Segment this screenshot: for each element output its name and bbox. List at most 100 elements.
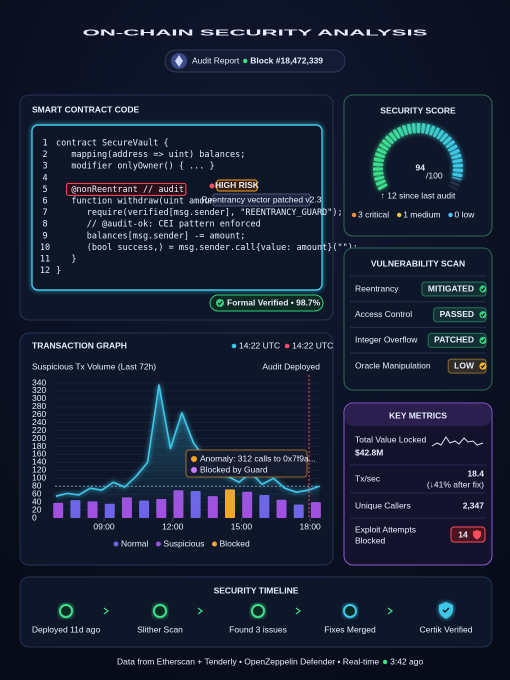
metric-value: 2,347: [463, 500, 485, 510]
code-line: balances[msg.sender] -= amount;: [56, 231, 245, 241]
line-number: 6: [42, 197, 47, 207]
panel-title: KEY METRICS: [389, 410, 447, 420]
status-text: MITIGATED: [428, 283, 474, 293]
legend-swatch: [113, 541, 119, 547]
metric-label: Exploit Attempts: [355, 524, 416, 534]
audit-label: Audit Deployed: [262, 361, 320, 371]
gauge-value: [373, 123, 463, 191]
y-tick-label: 20: [32, 504, 42, 514]
panel-title: SMART CONTRACT CODE: [32, 104, 140, 114]
eth-diamond: [175, 55, 183, 67]
x-tick-label: 15:00: [231, 521, 253, 531]
code-line: modifier onlyOwner() { ... }: [56, 162, 215, 172]
y-tick-label: 300: [32, 393, 46, 403]
chart-subtitle: Suspicious Tx Volume (Last 72h): [32, 361, 156, 371]
panel: [343, 94, 493, 237]
header-badge: Audit Report: [192, 55, 240, 65]
verified-pill: [209, 294, 324, 312]
risk-tooltip: [212, 193, 311, 207]
timeline-label: Certik Verified: [420, 624, 473, 634]
footer-text: Data from Etherscan + Tenderly • OpenZep…: [117, 656, 379, 666]
code-line: (bool success,) = msg.sender.call{value:…: [56, 243, 358, 253]
shield-check: [442, 607, 450, 613]
footer-updated: 3:42 ago: [390, 656, 423, 666]
panel-title: VULNERABILITY SCAN: [371, 258, 465, 268]
y-tick-label: 100: [32, 473, 46, 483]
check-mark: [217, 301, 223, 306]
metric-label: Blocked: [355, 535, 386, 545]
y-tick-label: 320: [32, 385, 46, 395]
status-dot: [284, 343, 290, 349]
metric-note: (↓41% after fix): [427, 479, 484, 489]
timeline-label: Deployed 11d ago: [32, 624, 101, 634]
panel: [343, 247, 493, 391]
code-line: contract SecureVault {: [56, 139, 169, 149]
severity-label: 1 medium: [403, 209, 440, 219]
metric-value: $42.8M: [355, 447, 383, 457]
y-tick-label: 80: [32, 480, 42, 490]
severity-dot: [396, 212, 402, 218]
timeline-arrow: [295, 607, 301, 615]
timeline-node: [251, 604, 265, 618]
y-tick-label: 180: [32, 441, 46, 451]
line-number: 10: [40, 243, 50, 253]
severity-dot: [448, 212, 453, 218]
timeline-arrow: [197, 607, 203, 615]
y-tick-label: 340: [32, 377, 46, 387]
header-pill: [164, 49, 346, 73]
status-text: PATCHED: [434, 335, 474, 345]
y-tick-label: 60: [32, 488, 42, 498]
severity-label: 0 low: [455, 209, 476, 219]
metric-label: Total Value Locked: [355, 434, 426, 444]
panel-title: SECURITY TIMELINE: [214, 585, 299, 595]
line-number: 7: [42, 208, 47, 218]
y-tick-label: 120: [32, 465, 46, 475]
vulnerability-name: Oracle Manipulation: [355, 360, 431, 370]
timeline-node: [153, 604, 167, 618]
legend-label: Normal: [121, 538, 149, 548]
y-tick-label: 240: [32, 417, 46, 427]
line-number: 4: [42, 173, 47, 183]
timeline-arrow: [103, 607, 109, 615]
sparkline: [431, 436, 484, 447]
line-number: 3: [42, 162, 47, 172]
timeline-node: [59, 604, 73, 618]
line: [55, 384, 320, 497]
legend-label: Suspicious: [163, 538, 204, 548]
legend-swatch: [212, 541, 218, 547]
x-tick-label: 18:00: [300, 521, 322, 531]
flagged-code: [66, 182, 187, 196]
timeline-node: [343, 604, 357, 618]
risk-note: Reentrancy vector patched v2.3: [201, 194, 321, 204]
risk-dot: [209, 183, 215, 189]
line-number: 1: [42, 139, 47, 149]
anomaly-text: Anomaly: 312 calls to 0x7f9a...: [200, 453, 316, 463]
timeline-label: Found 3 issues: [229, 624, 287, 634]
legend-label: Blocked: [220, 538, 251, 548]
page-title: ON-CHAIN SECURITY ANALYSIS: [83, 27, 429, 37]
anomaly-tooltip: [185, 449, 308, 478]
code-line: mapping(address => uint) balances;: [56, 150, 245, 160]
warning-icon: [191, 456, 197, 462]
code-line: }: [56, 255, 76, 265]
y-tick-label: 260: [32, 409, 46, 419]
risk-badge: [216, 179, 258, 192]
timeline-label: Fixes Merged: [324, 624, 376, 634]
line-number: 2: [42, 150, 47, 160]
y-tick-label: 160: [32, 449, 46, 459]
y-tick-label: 140: [32, 457, 46, 467]
metric-label: Tx/sec: [355, 473, 381, 483]
code-box: [31, 124, 323, 291]
score-change: ↑ 12 since last audit: [381, 190, 456, 200]
severity-dot: [351, 212, 357, 218]
code-line: @nonReentrant // audit: [56, 185, 184, 195]
live-dot: [382, 659, 388, 665]
code-line: // @audit-ok: CEI pattern enforced: [56, 220, 261, 230]
line-number: 11: [40, 255, 50, 265]
line-number: 12: [40, 266, 50, 276]
y-tick-label: 200: [32, 433, 46, 443]
status-text: LOW: [454, 360, 475, 370]
x-tick-label: 12:00: [162, 521, 184, 531]
